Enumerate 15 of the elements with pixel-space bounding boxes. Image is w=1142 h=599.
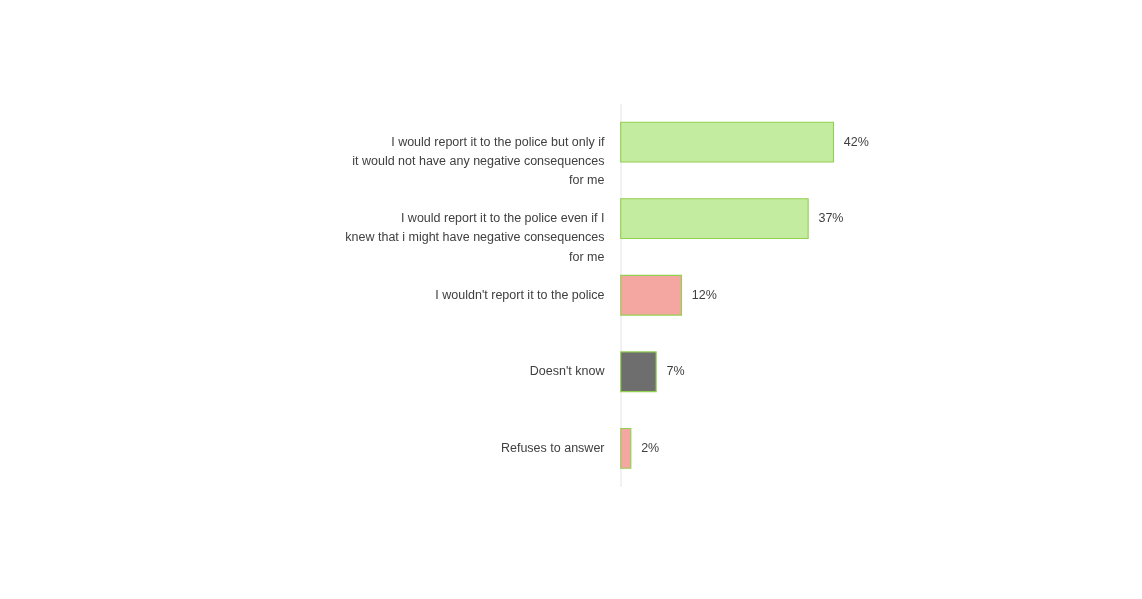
bar	[620, 427, 632, 469]
data-label: 7%	[666, 364, 685, 379]
y-tick-label: I would report it to the police even if I knew that i might have negative consequences for me	[345, 211, 605, 264]
bar	[620, 121, 835, 163]
bar	[620, 198, 809, 240]
bar	[620, 351, 657, 393]
y-tick-label: I wouldn't report it to the police	[435, 287, 605, 302]
bar	[620, 274, 683, 316]
y-tick-label: Refuses to answer	[500, 441, 605, 456]
data-label: 2%	[641, 441, 660, 456]
data-label: 37%	[818, 211, 844, 226]
data-label: 12%	[691, 287, 717, 302]
y-tick-label: I would report it to the police but only if it would not have any negative consequences for me	[352, 134, 606, 188]
data-label: 42%	[843, 134, 869, 149]
y-tick-label: Doesn't know	[529, 364, 606, 379]
